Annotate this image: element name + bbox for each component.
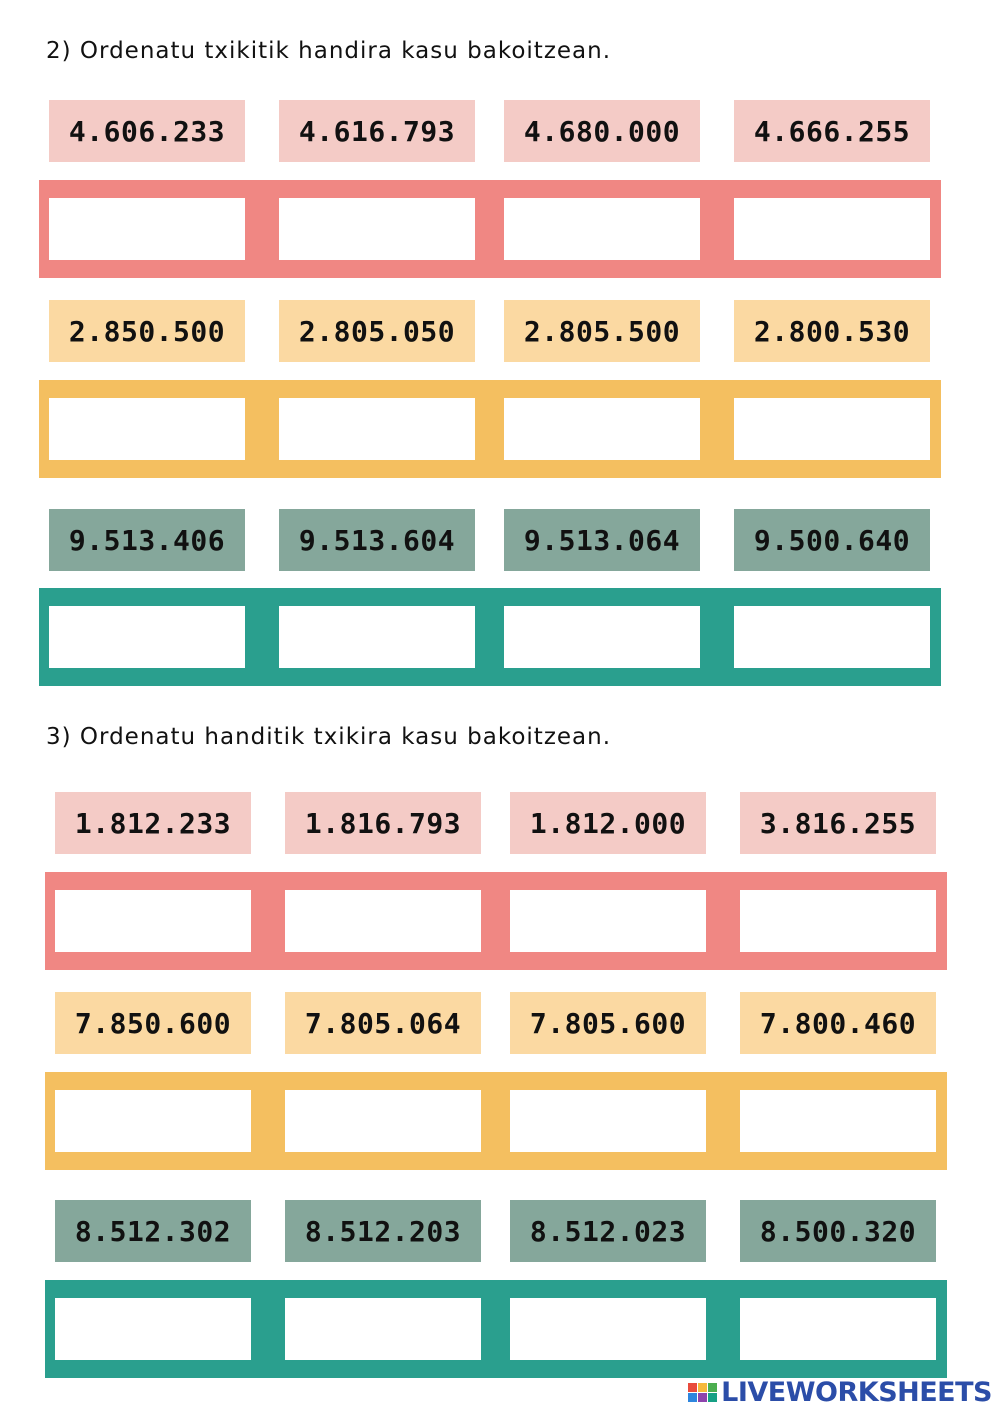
number-card[interactable]: 7.805.064	[285, 992, 481, 1054]
number-card[interactable]: 1.816.793	[285, 792, 481, 854]
number-card[interactable]: 4.616.793	[279, 100, 475, 162]
number-card[interactable]: 3.816.255	[740, 792, 936, 854]
answer-slot[interactable]	[510, 1298, 706, 1360]
answer-slot[interactable]	[734, 198, 930, 260]
number-card[interactable]: 9.500.640	[734, 509, 930, 571]
answer-slot[interactable]	[734, 606, 930, 668]
answer-band	[45, 872, 947, 970]
answer-band	[39, 380, 941, 478]
number-card[interactable]: 7.800.460	[740, 992, 936, 1054]
number-card[interactable]: 7.805.600	[510, 992, 706, 1054]
answer-slot[interactable]	[279, 606, 475, 668]
number-card[interactable]: 8.500.320	[740, 1200, 936, 1262]
exercise-3-heading: 3) Ordenatu handitik txikira kasu bakoit…	[46, 724, 612, 750]
answer-slot[interactable]	[504, 198, 700, 260]
answer-slot[interactable]	[279, 398, 475, 460]
number-card[interactable]: 4.666.255	[734, 100, 930, 162]
answer-band	[39, 588, 941, 686]
answer-slot[interactable]	[49, 606, 245, 668]
exercise-2-heading: 2) Ordenatu txikitik handira kasu bakoit…	[46, 38, 612, 64]
answer-slot[interactable]	[510, 1090, 706, 1152]
answer-slot[interactable]	[740, 890, 936, 952]
number-card[interactable]: 9.513.406	[49, 509, 245, 571]
number-card[interactable]: 8.512.302	[55, 1200, 251, 1262]
answer-slot[interactable]	[734, 398, 930, 460]
answer-slot[interactable]	[55, 1090, 251, 1152]
answer-band	[45, 1280, 947, 1378]
number-card[interactable]: 8.512.203	[285, 1200, 481, 1262]
answer-slot[interactable]	[49, 398, 245, 460]
answer-slot[interactable]	[279, 198, 475, 260]
liveworksheets-logo[interactable]: LIVEWORKSHEETS	[688, 1377, 992, 1408]
liveworksheets-logo-icon	[688, 1383, 718, 1402]
number-card[interactable]: 2.805.500	[504, 300, 700, 362]
answer-slot[interactable]	[740, 1090, 936, 1152]
number-card[interactable]: 2.850.500	[49, 300, 245, 362]
answer-slot[interactable]	[504, 606, 700, 668]
answer-slot[interactable]	[285, 1090, 481, 1152]
number-card[interactable]: 8.512.023	[510, 1200, 706, 1262]
number-card[interactable]: 4.606.233	[49, 100, 245, 162]
answer-slot[interactable]	[510, 890, 706, 952]
answer-band	[45, 1072, 947, 1170]
number-card[interactable]: 2.800.530	[734, 300, 930, 362]
number-card[interactable]: 4.680.000	[504, 100, 700, 162]
answer-slot[interactable]	[285, 1298, 481, 1360]
logo-text: LIVEWORKSHEETS	[721, 1377, 992, 1408]
answer-slot[interactable]	[55, 890, 251, 952]
answer-band	[39, 180, 941, 278]
number-card[interactable]: 2.805.050	[279, 300, 475, 362]
answer-slot[interactable]	[740, 1298, 936, 1360]
number-card[interactable]: 9.513.064	[504, 509, 700, 571]
answer-slot[interactable]	[504, 398, 700, 460]
answer-slot[interactable]	[285, 890, 481, 952]
number-card[interactable]: 1.812.233	[55, 792, 251, 854]
number-card[interactable]: 9.513.604	[279, 509, 475, 571]
number-card[interactable]: 1.812.000	[510, 792, 706, 854]
answer-slot[interactable]	[55, 1298, 251, 1360]
number-card[interactable]: 7.850.600	[55, 992, 251, 1054]
answer-slot[interactable]	[49, 198, 245, 260]
